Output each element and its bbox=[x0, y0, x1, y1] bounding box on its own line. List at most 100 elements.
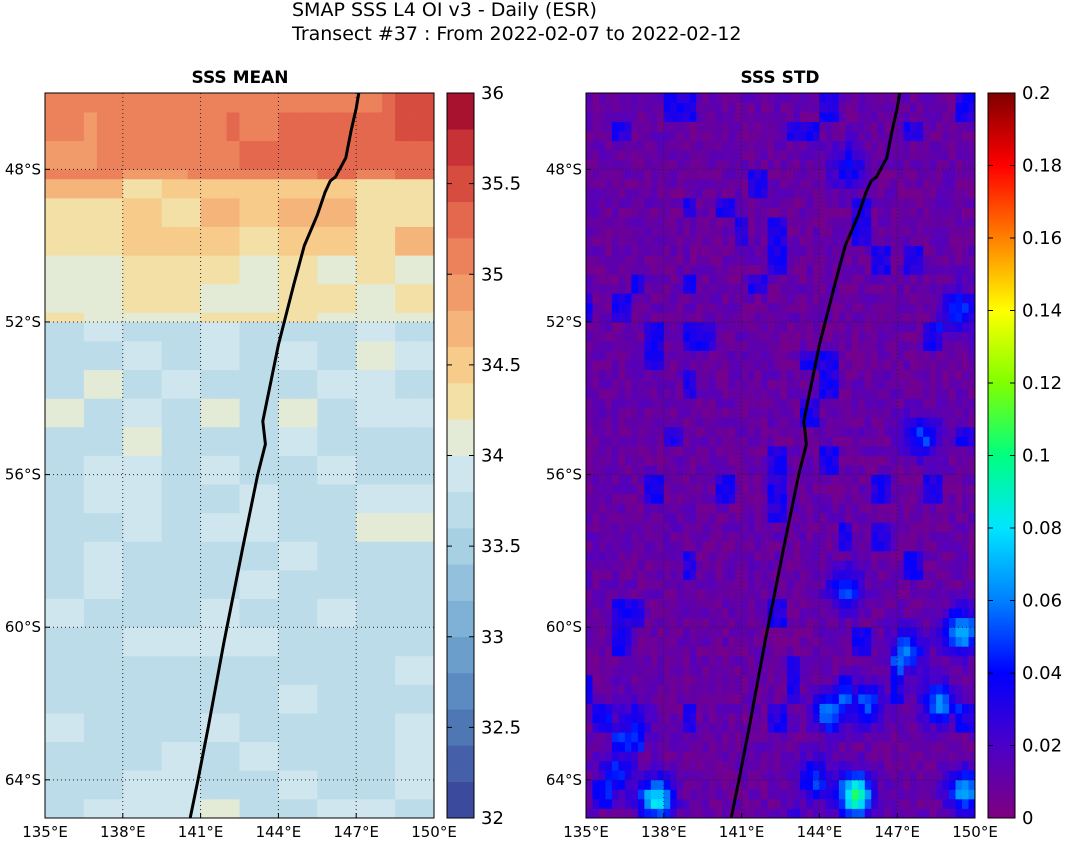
sss-mean-cell bbox=[213, 455, 227, 466]
sss-std-cell bbox=[631, 293, 639, 304]
sss-std-cell bbox=[592, 550, 600, 561]
sss-mean-cell bbox=[226, 255, 240, 266]
sss-mean-cell bbox=[408, 150, 422, 161]
sss-std-cell bbox=[605, 226, 613, 237]
sss-std-cell bbox=[780, 188, 788, 199]
sss-std-cell bbox=[709, 407, 717, 418]
sss-std-cell bbox=[689, 398, 697, 409]
sss-std-cell bbox=[637, 617, 645, 628]
sss-std-cell bbox=[624, 445, 632, 456]
sss-std-cell bbox=[780, 503, 788, 514]
sss-mean-cell bbox=[304, 417, 318, 428]
sss-std-cell bbox=[715, 331, 723, 342]
sss-std-cell bbox=[663, 627, 671, 638]
sss-mean-cell bbox=[317, 617, 331, 628]
sss-std-cell bbox=[715, 264, 723, 275]
sss-std-cell bbox=[722, 226, 730, 237]
sss-std-cell bbox=[799, 474, 807, 485]
sss-std-cell bbox=[644, 713, 652, 724]
sss-mean-cell bbox=[57, 808, 72, 819]
sss-mean-cell bbox=[369, 579, 383, 590]
sss-mean-cell bbox=[317, 169, 331, 180]
sss-mean-cell bbox=[356, 188, 370, 199]
sss-mean-cell bbox=[109, 369, 124, 380]
sss-mean-cell bbox=[304, 159, 318, 170]
sss-std-cell bbox=[767, 627, 775, 638]
sss-std-cell bbox=[774, 302, 781, 313]
sss-mean-cell bbox=[343, 388, 357, 399]
sss-std-cell bbox=[598, 217, 606, 227]
sss-mean-cell bbox=[356, 608, 370, 619]
sss-mean-cell bbox=[408, 121, 422, 132]
sss-std-cell bbox=[722, 341, 730, 351]
sss-mean-cell bbox=[213, 379, 227, 390]
sss-std-cell bbox=[754, 426, 762, 437]
sss-std-cell bbox=[676, 751, 684, 762]
sss-mean-cell bbox=[226, 436, 240, 447]
sss-mean-cell bbox=[122, 159, 137, 170]
sss-mean-cell bbox=[57, 112, 72, 123]
sss-mean-cell bbox=[265, 388, 279, 399]
sss-mean-cell bbox=[239, 331, 253, 342]
sss-mean-cell bbox=[148, 379, 163, 390]
sss-std-cell bbox=[631, 159, 639, 170]
sss-std-cell bbox=[793, 369, 801, 380]
sss-mean-cell bbox=[70, 703, 85, 714]
sss-mean-cell bbox=[161, 445, 176, 456]
sss-mean-cell bbox=[304, 169, 318, 180]
sss-mean-cell bbox=[213, 493, 227, 504]
sss-mean-cell bbox=[291, 798, 305, 809]
sss-mean-cell bbox=[382, 589, 396, 599]
sss-std-cell bbox=[657, 360, 665, 371]
sss-std-cell bbox=[741, 131, 749, 142]
sss-mean-cell bbox=[317, 398, 331, 409]
sss-mean-cell bbox=[148, 665, 163, 676]
sss-std-cell bbox=[592, 121, 600, 132]
sss-std-cell bbox=[806, 693, 814, 704]
sss-mean-cell bbox=[161, 465, 176, 475]
sss-std-cell bbox=[696, 627, 704, 638]
sss-std-cell bbox=[592, 751, 600, 762]
sss-std-cell bbox=[670, 121, 678, 132]
sss-mean-cell bbox=[70, 178, 85, 189]
sss-std-cell bbox=[735, 751, 742, 762]
sss-std-cell bbox=[715, 255, 723, 266]
sss-mean-cell bbox=[265, 760, 279, 771]
sss-std-cell bbox=[650, 388, 658, 399]
sss-std-cell bbox=[767, 798, 775, 809]
sss-std-cell bbox=[624, 665, 632, 676]
sss-mean-cell bbox=[109, 693, 124, 704]
sss-std-cell bbox=[754, 150, 762, 161]
sss-std-cell bbox=[754, 617, 762, 628]
sss-mean-cell bbox=[213, 560, 227, 571]
sss-std-cell bbox=[631, 426, 639, 437]
sss-std-cell bbox=[650, 760, 658, 771]
sss-std-cell bbox=[806, 484, 814, 495]
sss-std-cell bbox=[657, 665, 665, 676]
sss-std-cell bbox=[722, 608, 730, 619]
sss-std-cell bbox=[676, 693, 684, 704]
sss-std-cell bbox=[624, 598, 632, 609]
sss-mean-cell bbox=[109, 350, 124, 361]
sss-std-cell bbox=[793, 627, 801, 638]
sss-std-cell bbox=[650, 112, 658, 123]
sss-std-cell bbox=[644, 722, 652, 733]
sss-mean-cell bbox=[200, 598, 214, 609]
sss-std-cell bbox=[774, 741, 781, 752]
sss-std-cell bbox=[786, 140, 794, 151]
sss-mean-cell bbox=[330, 445, 344, 456]
sss-mean-cell bbox=[343, 550, 357, 561]
sss-std-cell bbox=[611, 741, 619, 752]
sss-mean-cell bbox=[83, 589, 98, 599]
sss-std-cell bbox=[650, 493, 658, 504]
sss-mean-cell bbox=[148, 350, 163, 361]
sss-std-cell bbox=[631, 398, 639, 409]
sss-std-cell bbox=[683, 684, 691, 695]
sss-mean-cell bbox=[96, 560, 111, 571]
sss-mean-cell bbox=[200, 484, 214, 495]
sss-std-cell bbox=[657, 798, 665, 809]
sss-mean-cell bbox=[408, 789, 422, 800]
sss-std-cell bbox=[618, 455, 626, 466]
sss-mean-cell bbox=[109, 426, 124, 437]
sss-mean-cell bbox=[317, 693, 331, 704]
